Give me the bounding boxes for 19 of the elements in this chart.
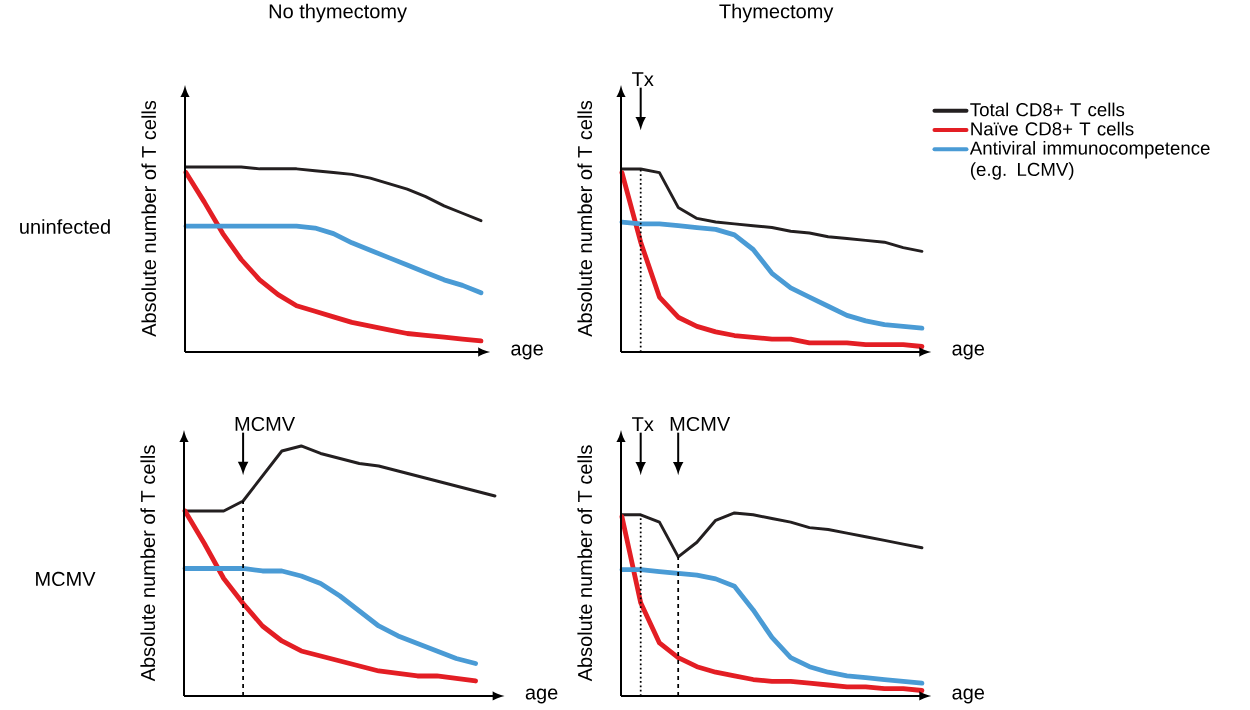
text: MCMV (235, 416, 296, 432)
y-axis-title: Absolute number of T cells (577, 100, 593, 337)
x-axis-title: age (511, 344, 543, 360)
text: Tx (632, 417, 654, 432)
legend-label: Naïve CD8+ T cells (971, 121, 1134, 136)
x-axis-title: age (952, 688, 985, 704)
chart-title: No thymectomy (269, 3, 407, 23)
chart-title: Thymectomy (719, 3, 834, 23)
x-axis-title: age (525, 688, 558, 704)
legend-label: Antiviral immunocompetence (e.g. LCMV) (969, 140, 1210, 180)
legend-label: Total CD8+ T cells (970, 102, 1125, 117)
text: MCMV (36, 571, 96, 587)
text: Tx (632, 72, 654, 87)
y-axis-title: Absolute number of T cells (141, 100, 157, 337)
x-axis-title: age (952, 344, 985, 360)
y-axis-title: Absolute number of T cells (140, 445, 156, 682)
y-axis-title: Absolute number of T cells (577, 445, 593, 682)
text: MCMV (670, 416, 731, 432)
text: uninfected (20, 219, 110, 234)
